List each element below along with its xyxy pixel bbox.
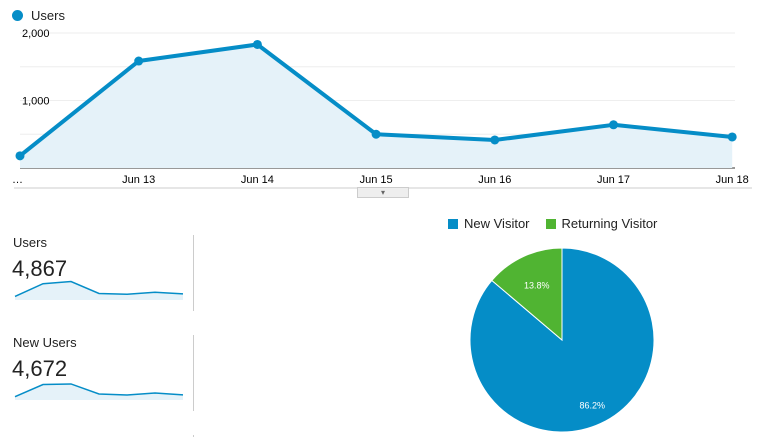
pie-slice[interactable] <box>469 247 655 433</box>
divider <box>193 435 194 437</box>
x-tick-label: Jun 18 <box>716 174 749 186</box>
x-tick-label: Jun 15 <box>360 174 393 186</box>
legend-square-icon <box>448 218 458 229</box>
sparkline <box>14 383 184 400</box>
sparkline-area <box>15 281 183 300</box>
x-tick-label: Jun 17 <box>597 174 630 186</box>
pie-slice-label: 86.2% <box>579 400 605 410</box>
sparkline-line <box>14 280 184 298</box>
metric-value: 4,672 <box>12 356 68 381</box>
legend-label: Returning Visitor <box>561 216 658 231</box>
x-tick-label: Jun 13 <box>122 174 155 186</box>
metric-label: Users <box>13 235 47 250</box>
data-point[interactable] <box>252 39 262 49</box>
metric-value: 4,867 <box>12 256 68 281</box>
data-point[interactable] <box>727 132 737 142</box>
y-tick-label: 1,000 <box>22 96 50 108</box>
sparkline <box>14 280 184 300</box>
data-point[interactable] <box>371 129 381 139</box>
users-line-chart[interactable]: 1,000 2,000 … Jun 13 Jun 14 Jun 15 Jun 16 Jun 1… <box>0 25 764 195</box>
data-point[interactable] <box>15 151 25 161</box>
divider <box>193 235 194 311</box>
visitor-pie-chart[interactable]: 86.2% 13.8% <box>460 240 664 437</box>
pie-legend: New Visitor Returning Visitor <box>448 216 657 231</box>
metric-label: New Users <box>13 335 77 350</box>
pie-legend-returning[interactable]: Returning Visitor <box>545 216 658 231</box>
sparkline-area <box>15 383 183 400</box>
chart-resize-handle[interactable]: ▾ <box>357 187 409 198</box>
pie-slice[interactable] <box>491 247 563 342</box>
x-tick-label: Jun 14 <box>241 174 274 186</box>
y-tick-label: 2,000 <box>22 28 50 40</box>
legend-users: Users <box>31 8 65 23</box>
legend-dot-icon <box>12 10 23 21</box>
divider <box>193 335 194 411</box>
pie-legend-new[interactable]: New Visitor <box>448 216 530 231</box>
area-fill <box>20 44 733 168</box>
chart-legend: Users <box>12 8 65 23</box>
x-tick-label: … <box>12 174 23 186</box>
x-tick-label: Jun 16 <box>478 174 511 186</box>
legend-label: New Visitor <box>464 216 530 231</box>
pie-slice-label: 13.8% <box>524 281 550 291</box>
data-point[interactable] <box>134 56 144 66</box>
sparkline-line <box>14 383 184 398</box>
data-point[interactable] <box>490 135 500 145</box>
data-point[interactable] <box>609 120 618 130</box>
legend-square-icon <box>545 218 556 229</box>
